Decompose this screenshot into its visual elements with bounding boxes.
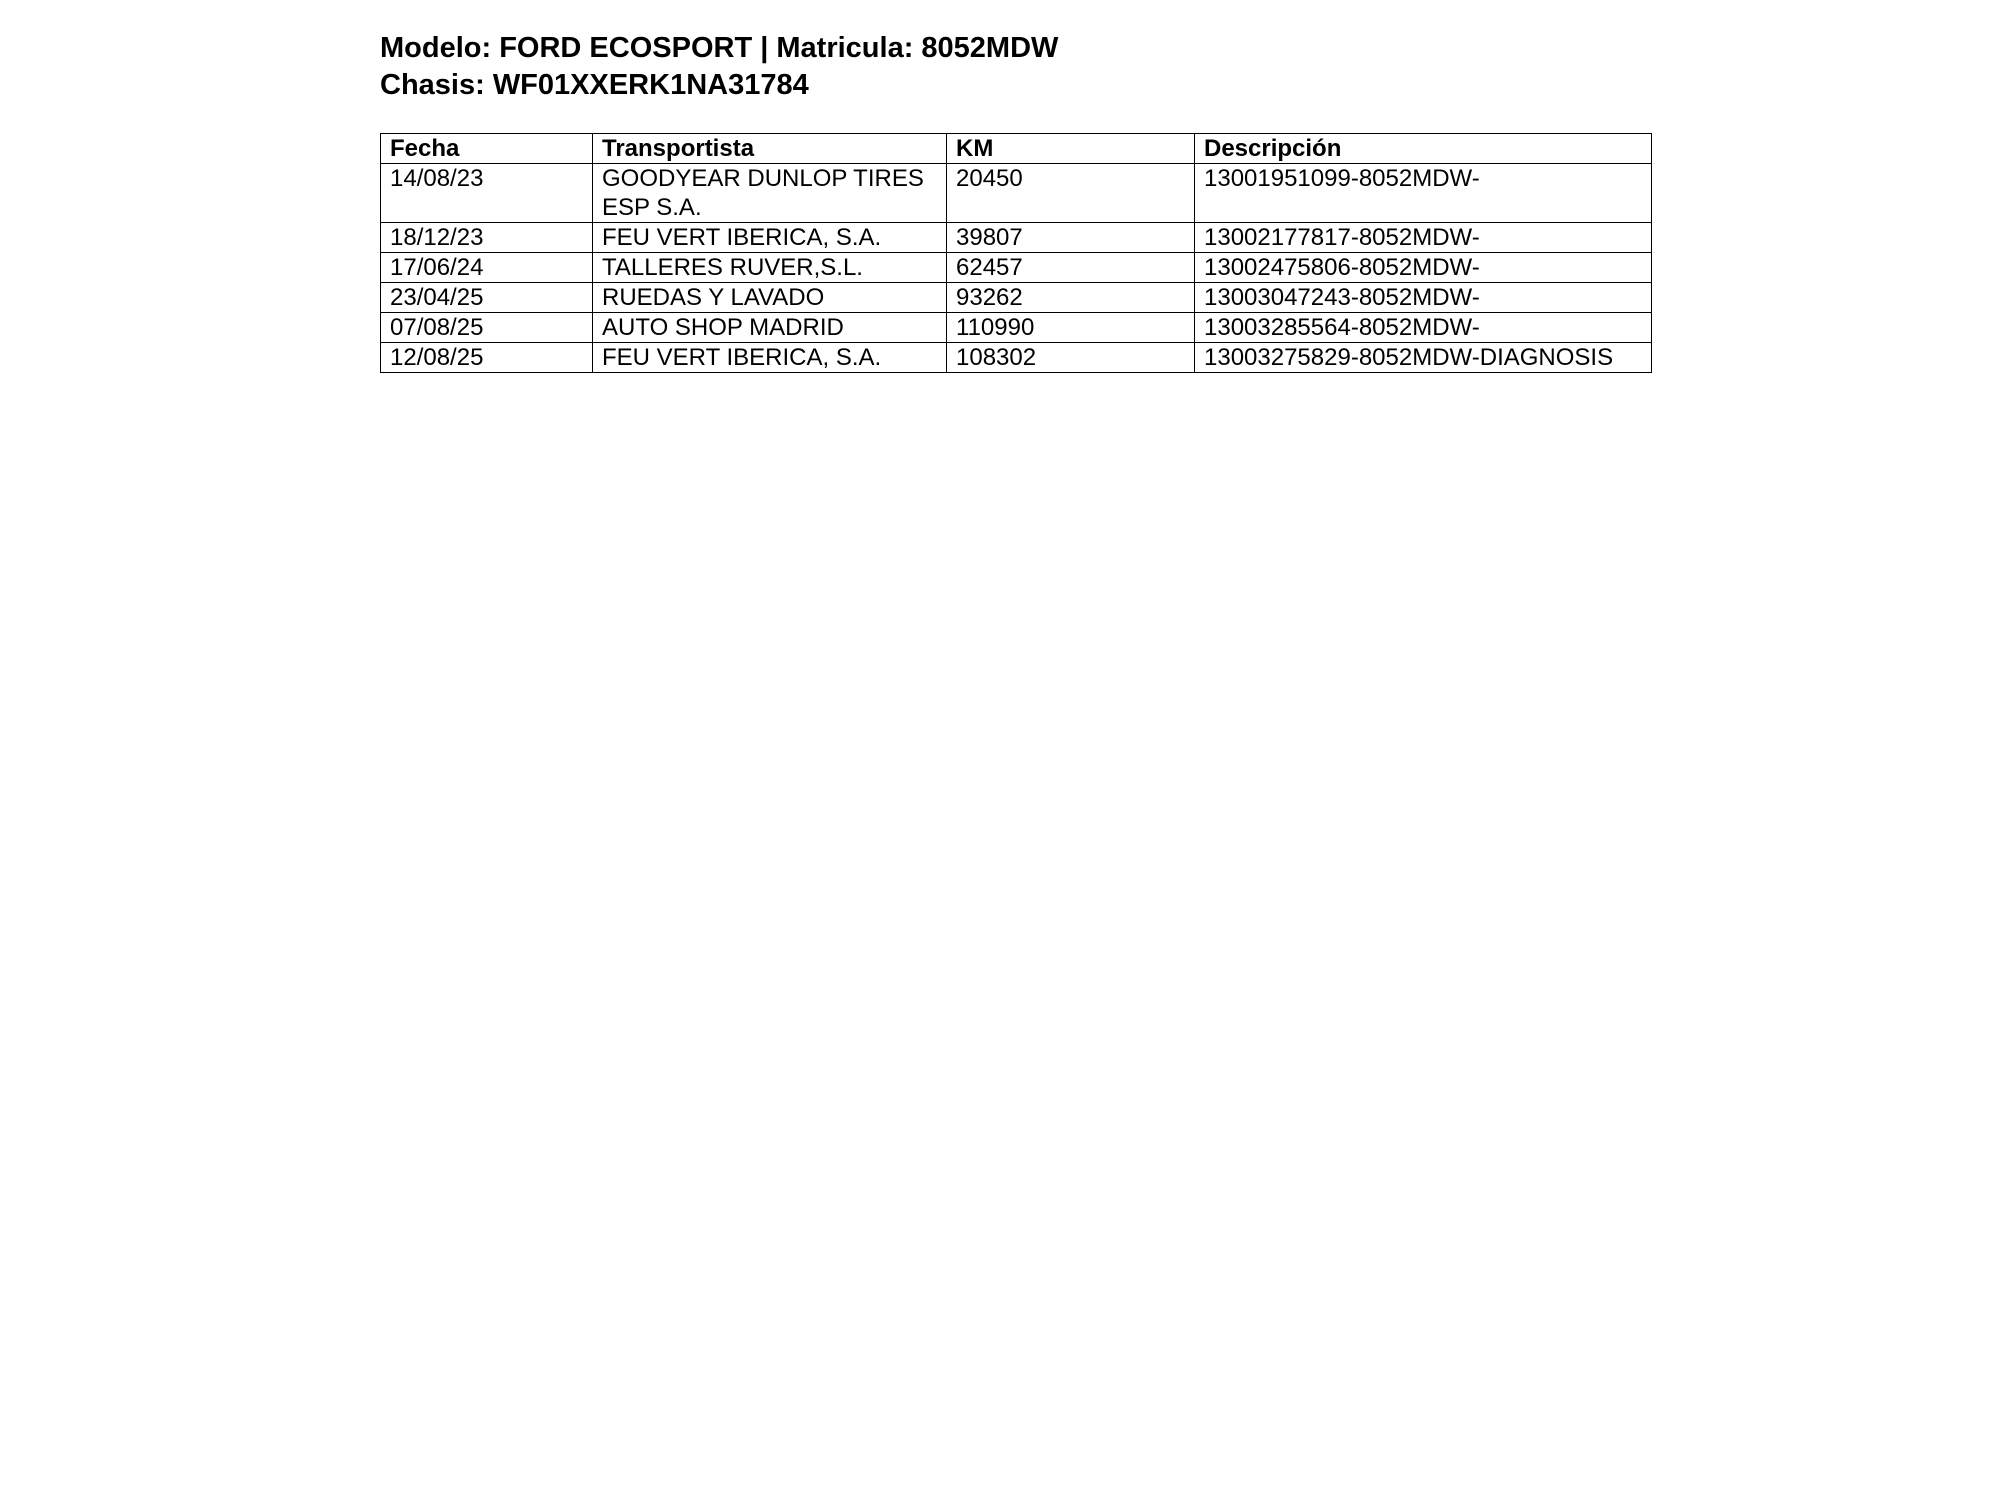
km-cell: 93262 [946,282,1195,313]
fecha-cell: 17/06/24 [380,252,593,283]
km-cell: 110990 [946,312,1195,343]
km-cell: 20450 [946,163,1195,223]
descripcion-cell: 13003285564-8052MDW- [1194,312,1652,343]
km-cell: 62457 [946,252,1195,283]
column-header-descripcion: Descripción [1194,133,1652,164]
descripcion-cell: 13003047243-8052MDW- [1194,282,1652,313]
transportista-cell: AUTO SHOP MADRID [592,312,947,343]
table-row: 07/08/25 AUTO SHOP MADRID 110990 1300328556… [380,312,1652,343]
fecha-cell: 23/04/25 [380,282,593,313]
transportista-cell: RUEDAS Y LAVADO [592,282,947,313]
transportista-cell: GOODYEAR DUNLOP TIRES ESP S.A. [592,163,947,223]
fecha-cell: 18/12/23 [380,222,593,253]
vehicle-model-heading: Modelo: FORD ECOSPORT | Matricula: 8052M… [380,32,1059,64]
table-row: 17/06/24 TALLERES RUVER,S.L. 62457 13002475… [380,252,1652,283]
column-header-fecha: Fecha [380,133,593,164]
chassis-heading: Chasis: WF01XXERK1NA31784 [380,69,809,101]
service-history-table: Fecha Transportista KM Descripción 14/08… [380,133,1652,373]
fecha-cell: 12/08/25 [380,342,593,373]
transportista-cell: FEU VERT IBERICA, S.A. [592,222,947,253]
km-cell: 39807 [946,222,1195,253]
descripcion-cell: 13001951099-8052MDW- [1194,163,1652,223]
column-header-transportista: Transportista [592,133,947,164]
descripcion-cell: 13002177817-8052MDW- [1194,222,1652,253]
table-row: 14/08/23 GOODYEAR DUNLOP TIRES ESP S.A. 20… [380,163,1652,223]
transportista-cell: TALLERES RUVER,S.L. [592,252,947,283]
table-row: 18/12/23 FEU VERT IBERICA, S.A. 39807 13002… [380,222,1652,253]
column-header-km: KM [946,133,1195,164]
km-cell: 108302 [946,342,1195,373]
table-row: 23/04/25 RUEDAS Y LAVADO 93262 13003047243-… [380,282,1652,313]
table-row: 12/08/25 FEU VERT IBERICA, S.A. 108302 1300… [380,342,1652,373]
fecha-cell: 07/08/25 [380,312,593,343]
transportista-cell: FEU VERT IBERICA, S.A. [592,342,947,373]
fecha-cell: 14/08/23 [380,163,593,223]
descripcion-cell: 13003275829-8052MDW-DIAGNOSIS [1194,342,1652,373]
descripcion-cell: 13002475806-8052MDW- [1194,252,1652,283]
table-header-row: Fecha Transportista KM Descripción [380,133,1652,164]
